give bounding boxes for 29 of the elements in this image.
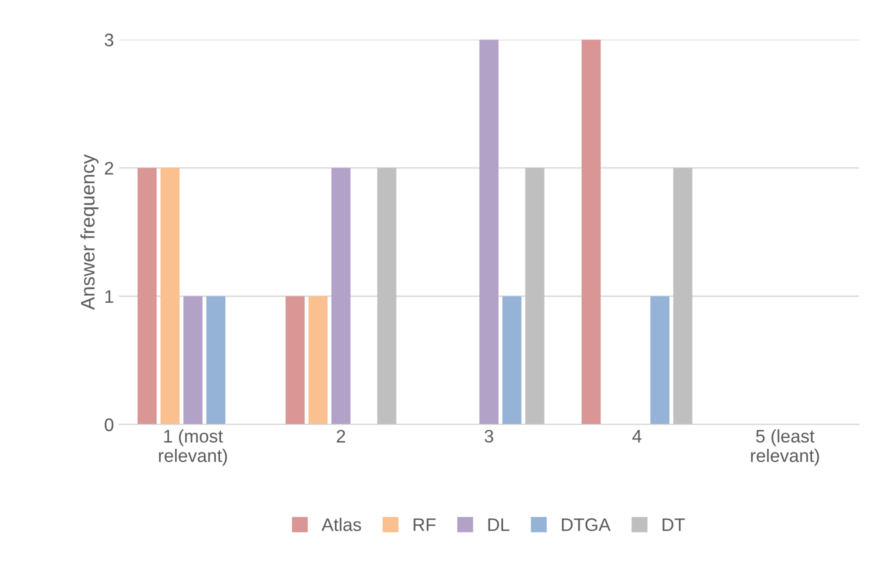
- legend-label: Atlas: [322, 518, 362, 532]
- y-tick-label: 3: [104, 34, 114, 46]
- y-tick-label: 1: [105, 290, 114, 303]
- legend-label: DTGA: [562, 518, 611, 532]
- y-tick-label: 0: [104, 418, 114, 432]
- bar: [650, 296, 670, 424]
- bar: [206, 296, 226, 424]
- legend-label: DT: [662, 518, 685, 531]
- bar: [308, 296, 328, 424]
- x-tick-label: 3: [484, 430, 494, 443]
- y-axis-title: Answer frequency: [80, 154, 98, 310]
- bar: [138, 168, 157, 424]
- x-tick-label: 1 (most relevant): [159, 429, 227, 466]
- bar: [525, 168, 544, 424]
- bar: [377, 168, 396, 424]
- bar: [502, 296, 522, 424]
- bar: [183, 296, 202, 424]
- bar: [673, 168, 692, 424]
- legend-label: DL: [488, 518, 510, 531]
- bar: [286, 296, 305, 424]
- x-tick-label: 5 (least relevant): [751, 429, 819, 466]
- legend-label: RF: [414, 518, 436, 531]
- bar: [582, 40, 601, 424]
- bar: [479, 40, 499, 424]
- bar: [331, 168, 350, 424]
- y-tick-label: 2: [104, 162, 114, 174]
- x-tick-label: 2: [336, 430, 346, 442]
- x-tick-label: 4: [632, 430, 642, 442]
- bar: [160, 168, 180, 424]
